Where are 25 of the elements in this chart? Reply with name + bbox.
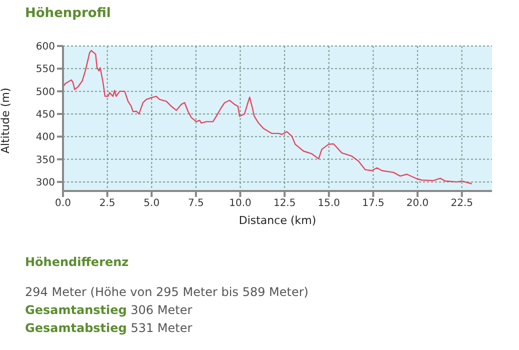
- y-tick-label: 400: [36, 132, 55, 144]
- text: 294 Meter (Höhe von 295 Meter bis 589 Meter): [25, 284, 308, 301]
- y-tick-label: 600: [36, 42, 55, 53]
- y-axis-title: Altitude (m): [0, 88, 12, 154]
- text: Gesamtabstieg 531 Meter: [25, 320, 194, 337]
- y-tick-label: 450: [36, 110, 55, 121]
- x-tick-label: 5.0: [144, 198, 160, 210]
- x-tick-label: 17.5: [362, 198, 384, 210]
- text: Gesamtanstieg 306 Meter: [25, 302, 194, 319]
- y-tick-label: 350: [36, 154, 55, 166]
- chart-title: Höhenprofil: [25, 6, 111, 21]
- y-tick-label: 500: [36, 86, 55, 98]
- x-tick-label: 7.5: [188, 198, 204, 210]
- x-tick-label: 15.0: [318, 198, 340, 210]
- x-tick-label: 12.5: [273, 198, 296, 210]
- x-tick-label: 22.5: [450, 198, 473, 210]
- line-series: [63, 50, 472, 184]
- text: Höhendifferenz: [25, 254, 130, 271]
- x-axis-title: Distance (km): [238, 214, 316, 227]
- x-tick-label: 2.5: [99, 198, 116, 210]
- x-tick-label: 20.0: [406, 198, 429, 210]
- x-tick-label: 0.0: [55, 198, 71, 210]
- y-tick-label: 300: [36, 177, 55, 188]
- y-tick-label: 550: [36, 64, 55, 76]
- x-tick-label: 10.0: [229, 198, 252, 210]
